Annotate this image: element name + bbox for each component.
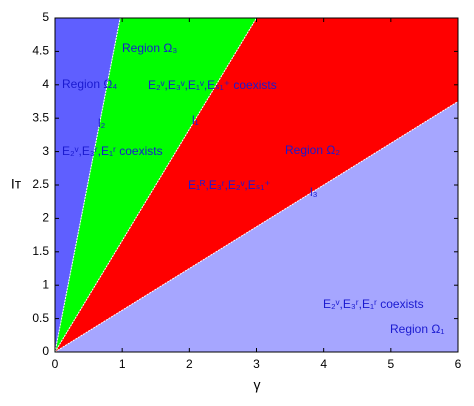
line-label: l₃ <box>310 185 318 199</box>
region-annotation: E₁ᴿ,E₃ʳ,E₂ᵛ,Eₛ₁⁺ <box>188 178 271 192</box>
y-tick-label: 1.5 <box>32 244 49 258</box>
y-tick-label: 1 <box>42 277 49 291</box>
y-tick-label: 0 <box>42 344 49 358</box>
region-name: Region Ω₁ <box>390 322 444 336</box>
x-tick-label: 6 <box>455 357 462 371</box>
boundary-line <box>54 101 459 353</box>
y-tick-label: 2.5 <box>32 177 49 191</box>
line-label: l₂ <box>98 116 106 130</box>
x-tick-label: 5 <box>387 357 394 371</box>
y-tick-label: 0.5 <box>32 311 49 325</box>
region-name: Region Ω₄ <box>62 77 117 91</box>
y-tick-label: 4 <box>42 77 49 91</box>
boundary-line <box>54 17 257 353</box>
y-tick-label: 4.5 <box>32 44 49 58</box>
y-axis-label: Iᴛ <box>11 176 22 192</box>
y-tick-label: 2 <box>42 211 49 225</box>
boundary-line <box>54 17 121 353</box>
y-tick-label: 3.5 <box>32 110 49 124</box>
x-tick-label: 0 <box>52 357 59 371</box>
y-tick-label: 3 <box>42 144 49 158</box>
x-tick-label: 3 <box>253 357 260 371</box>
region-annotation: E₂ᵛ,E₃ʳ,E₁ʳ coexists <box>62 144 163 158</box>
region-name: Region Ω₂ <box>285 143 340 157</box>
x-tick-label: 1 <box>119 357 126 371</box>
region <box>55 18 458 352</box>
x-tick-label: 2 <box>186 357 193 371</box>
region-annotation: E₂ᵛ,E₃ᵛ,E₁ᵛ,Eₛ₁⁺ coexists <box>148 78 277 92</box>
x-tick-label: 4 <box>320 357 327 371</box>
x-axis-label: γ <box>254 377 261 393</box>
y-tick-label: 5 <box>42 10 49 24</box>
line-label: l₁ <box>192 113 199 127</box>
region-name: Region Ω₃ <box>122 41 177 55</box>
region-annotation: E₂ᵛ,E₃ʳ,E₁ʳ coexists <box>323 297 424 311</box>
